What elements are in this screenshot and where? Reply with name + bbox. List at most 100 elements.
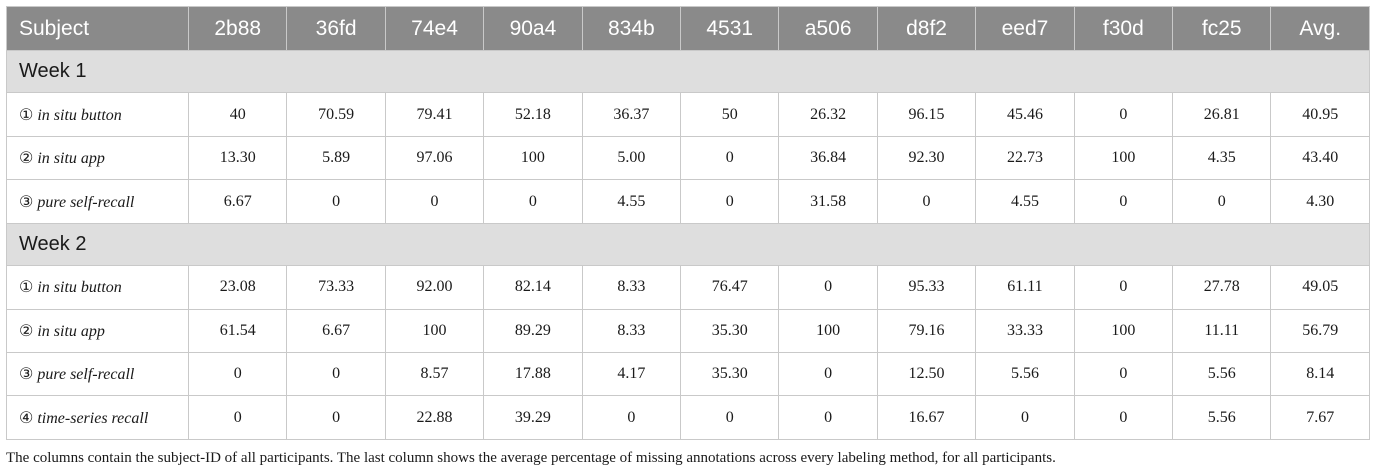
value-cell: 76.47: [680, 265, 780, 310]
column-header: f30d: [1073, 6, 1174, 51]
average-cell: 56.79: [1270, 308, 1370, 354]
value-cell: 5.56: [975, 352, 1075, 397]
value-cell: 95.33: [876, 265, 977, 310]
value-cell: 73.33: [286, 265, 386, 310]
value-cell: 0: [680, 179, 780, 224]
value-cell: 39.29: [483, 395, 583, 440]
method-label: time-series recall: [37, 409, 149, 427]
value-cell: 92.00: [384, 265, 485, 310]
column-header: 4531: [680, 6, 780, 51]
value-cell: 33.33: [975, 308, 1075, 354]
average-cell: 4.30: [1270, 179, 1370, 224]
average-cell: 43.40: [1270, 135, 1370, 181]
value-cell: 0: [1073, 265, 1174, 310]
column-header: a506: [778, 6, 878, 51]
section-row: Week 1: [6, 49, 1370, 94]
value-cell: 0: [1172, 179, 1272, 224]
value-cell: 0: [286, 352, 386, 397]
column-header: Avg.: [1270, 6, 1370, 51]
column-header: 2b88: [187, 6, 288, 51]
value-cell: 0: [778, 395, 878, 440]
method-number: ④: [19, 409, 34, 427]
value-cell: 4.17: [581, 352, 682, 397]
value-cell: 26.32: [778, 92, 878, 137]
missing-annotations-table: Subject 2b88 36fd 74e4 90a4 834b 4531 a506 d8f2 e…: [6, 6, 1370, 440]
value-cell: 100: [1073, 135, 1174, 181]
method-label: in situ button: [37, 279, 122, 297]
table-row: ① in situ button 23.08 73.33 92.00 82.14 8.33…: [6, 265, 1370, 310]
method-number: ③: [19, 366, 34, 384]
method-cell: ③ pure self-recall: [6, 179, 189, 224]
method-cell: ① in situ button: [6, 92, 189, 137]
value-cell: 17.88: [483, 352, 583, 397]
value-cell: 100: [384, 308, 485, 354]
value-cell: 5.56: [1172, 395, 1272, 440]
value-cell: 35.30: [680, 308, 780, 354]
value-cell: 11.11: [1172, 308, 1272, 354]
method-cell: ② in situ app: [6, 308, 189, 354]
method-number: ①: [19, 279, 34, 297]
table-row: ① in situ button 40 70.59 79.41 52.18 36.37 50…: [6, 92, 1370, 137]
table-row: ② in situ app 13.30 5.89 97.06 100 5.00 0 36.84…: [6, 135, 1370, 181]
table-row: ② in situ app 61.54 6.67 100 89.29 8.33 35.30 1…: [6, 308, 1370, 354]
value-cell: 0: [286, 179, 386, 224]
value-cell: 5.00: [581, 135, 682, 181]
value-cell: 31.58: [778, 179, 878, 224]
value-cell: 22.73: [975, 135, 1075, 181]
table-row: ③ pure self-recall 6.67 0 0 0 4.55 0 31.58 0 4.55…: [6, 179, 1370, 224]
column-header: 90a4: [483, 6, 583, 51]
table-header: Subject 2b88 36fd 74e4 90a4 834b 4531 a506 d8f2 e…: [6, 6, 1370, 51]
value-cell: 89.29: [483, 308, 583, 354]
method-cell: ② in situ app: [6, 135, 189, 181]
value-cell: 0: [581, 395, 682, 440]
value-cell: 4.55: [581, 179, 682, 224]
value-cell: 92.30: [876, 135, 977, 181]
value-cell: 0: [1073, 352, 1174, 397]
value-cell: 35.30: [680, 352, 780, 397]
value-cell: 0: [680, 395, 780, 440]
value-cell: 61.54: [187, 308, 288, 354]
table-row: ③ pure self-recall 0 0 8.57 17.88 4.17 35.30 0 1…: [6, 352, 1370, 397]
value-cell: 23.08: [187, 265, 288, 310]
section-row: Week 2: [6, 222, 1370, 267]
value-cell: 45.46: [975, 92, 1075, 137]
table-row: ④ time-series recall 0 0 22.88 39.29 0 0 0 16.67…: [6, 395, 1370, 440]
average-cell: 7.67: [1270, 395, 1370, 440]
method-number: ①: [19, 106, 34, 124]
value-cell: 0: [778, 265, 878, 310]
value-cell: 36.84: [778, 135, 878, 181]
value-cell: 4.35: [1172, 135, 1272, 181]
value-cell: 82.14: [483, 265, 583, 310]
value-cell: 0: [187, 395, 288, 440]
value-cell: 8.33: [581, 308, 682, 354]
method-number: ③: [19, 193, 34, 211]
method-cell: ① in situ button: [6, 265, 189, 310]
value-cell: 0: [1073, 179, 1174, 224]
value-cell: 0: [483, 179, 583, 224]
value-cell: 0: [1073, 395, 1174, 440]
method-number: ②: [19, 322, 34, 340]
value-cell: 100: [778, 308, 878, 354]
method-label: in situ button: [37, 106, 122, 124]
average-cell: 8.14: [1270, 352, 1370, 397]
value-cell: 13.30: [187, 135, 288, 181]
value-cell: 79.41: [384, 92, 485, 137]
value-cell: 61.11: [975, 265, 1075, 310]
value-cell: 5.56: [1172, 352, 1272, 397]
value-cell: 0: [384, 179, 485, 224]
method-label: pure self-recall: [37, 193, 135, 211]
value-cell: 40: [187, 92, 288, 137]
value-cell: 0: [1073, 92, 1174, 137]
column-header: 74e4: [384, 6, 485, 51]
value-cell: 0: [680, 135, 780, 181]
value-cell: 70.59: [286, 92, 386, 137]
value-cell: 12.50: [876, 352, 977, 397]
value-cell: 100: [1073, 308, 1174, 354]
value-cell: 27.78: [1172, 265, 1272, 310]
value-cell: 0: [876, 179, 977, 224]
column-header: eed7: [975, 6, 1075, 51]
column-header: 36fd: [286, 6, 386, 51]
value-cell: 26.81: [1172, 92, 1272, 137]
value-cell: 79.16: [876, 308, 977, 354]
